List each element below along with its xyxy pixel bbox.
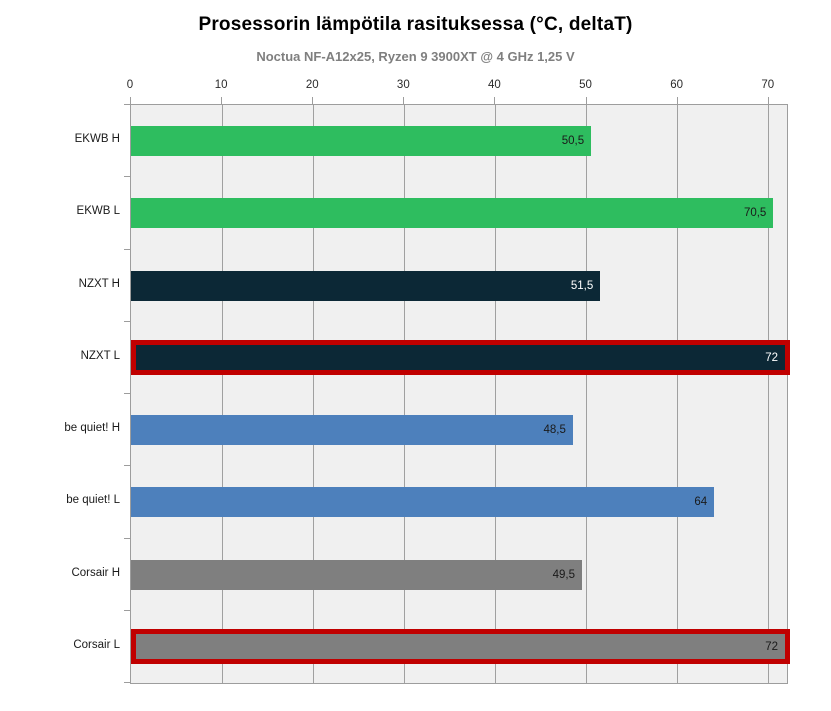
bar-value-label: 48,5 [543, 424, 566, 437]
bar-be-quiet-l: 64 [131, 487, 715, 518]
category-label: Corsair H [71, 566, 120, 579]
category-label: be quiet! L [66, 494, 120, 507]
gridline [403, 105, 405, 683]
bar-value-label: 70,5 [743, 207, 767, 220]
bar-value-label: 64 [694, 496, 708, 509]
category-label: EKWB H [74, 133, 120, 146]
y-tick-mark [124, 465, 130, 467]
gridline [677, 105, 679, 683]
x-tick-mark [585, 97, 587, 104]
x-tick-label: 10 [214, 79, 228, 91]
x-tick-mark [767, 97, 769, 104]
y-tick-mark [124, 682, 130, 683]
x-tick-mark [130, 97, 131, 104]
y-tick-mark [124, 537, 130, 539]
bar-ekwb-l: 70,5 [131, 198, 774, 229]
chart-title: Prosessorin lämpötila rasituksessa (°C, … [198, 14, 633, 35]
y-tick-mark [124, 176, 130, 178]
x-tick-mark [221, 97, 223, 104]
category-label: be quiet! H [64, 422, 120, 435]
y-tick-mark [124, 320, 130, 322]
bar-ekwb-h: 50,5 [131, 126, 592, 157]
gridline [494, 105, 496, 683]
y-tick-mark [124, 609, 130, 611]
category-label: NZXT L [80, 349, 120, 362]
bar-corsair-l: 72 [131, 629, 790, 665]
bar-value-label: 51,5 [570, 279, 594, 292]
bar-value-label: 72 [765, 640, 778, 653]
gridline [768, 105, 770, 683]
x-tick-label: 50 [579, 79, 592, 91]
bar-corsair-h: 49,5 [131, 559, 582, 590]
bar-value-label: 50,5 [561, 135, 585, 148]
x-tick-label: 70 [761, 79, 775, 91]
x-tick-mark [676, 97, 678, 104]
x-tick-label: 0 [126, 79, 134, 91]
x-tick-label: 40 [488, 79, 501, 91]
x-tick-mark [403, 97, 405, 104]
chart-subtitle: Noctua NF-A12x25, Ryzen 9 3900XT @ 4 GHz… [256, 49, 575, 64]
gridline [586, 105, 588, 683]
x-tick-mark [312, 97, 314, 104]
bar-be-quiet-h: 48,5 [131, 415, 573, 446]
x-tick-mark [494, 97, 496, 104]
x-tick-label: 30 [396, 79, 410, 91]
y-tick-mark [124, 393, 130, 394]
category-label: NZXT H [78, 277, 120, 290]
plot-area: 50,5 70,5 51,5 72 48,5 64 49,5 72 [130, 104, 790, 684]
y-tick-mark [124, 248, 130, 250]
bar-nzxt-h: 51,5 [131, 270, 601, 301]
x-tick-label: 20 [305, 79, 319, 91]
y-tick-mark [124, 104, 130, 105]
gridline [312, 105, 314, 683]
bar-nzxt-l: 72 [131, 340, 790, 376]
x-tick-label: 60 [670, 79, 684, 91]
category-label: Corsair L [73, 638, 120, 651]
gridline [221, 105, 223, 683]
category-label: EKWB L [76, 205, 120, 218]
bar-value-label: 72 [765, 351, 778, 364]
bar-value-label: 49,5 [552, 568, 575, 581]
